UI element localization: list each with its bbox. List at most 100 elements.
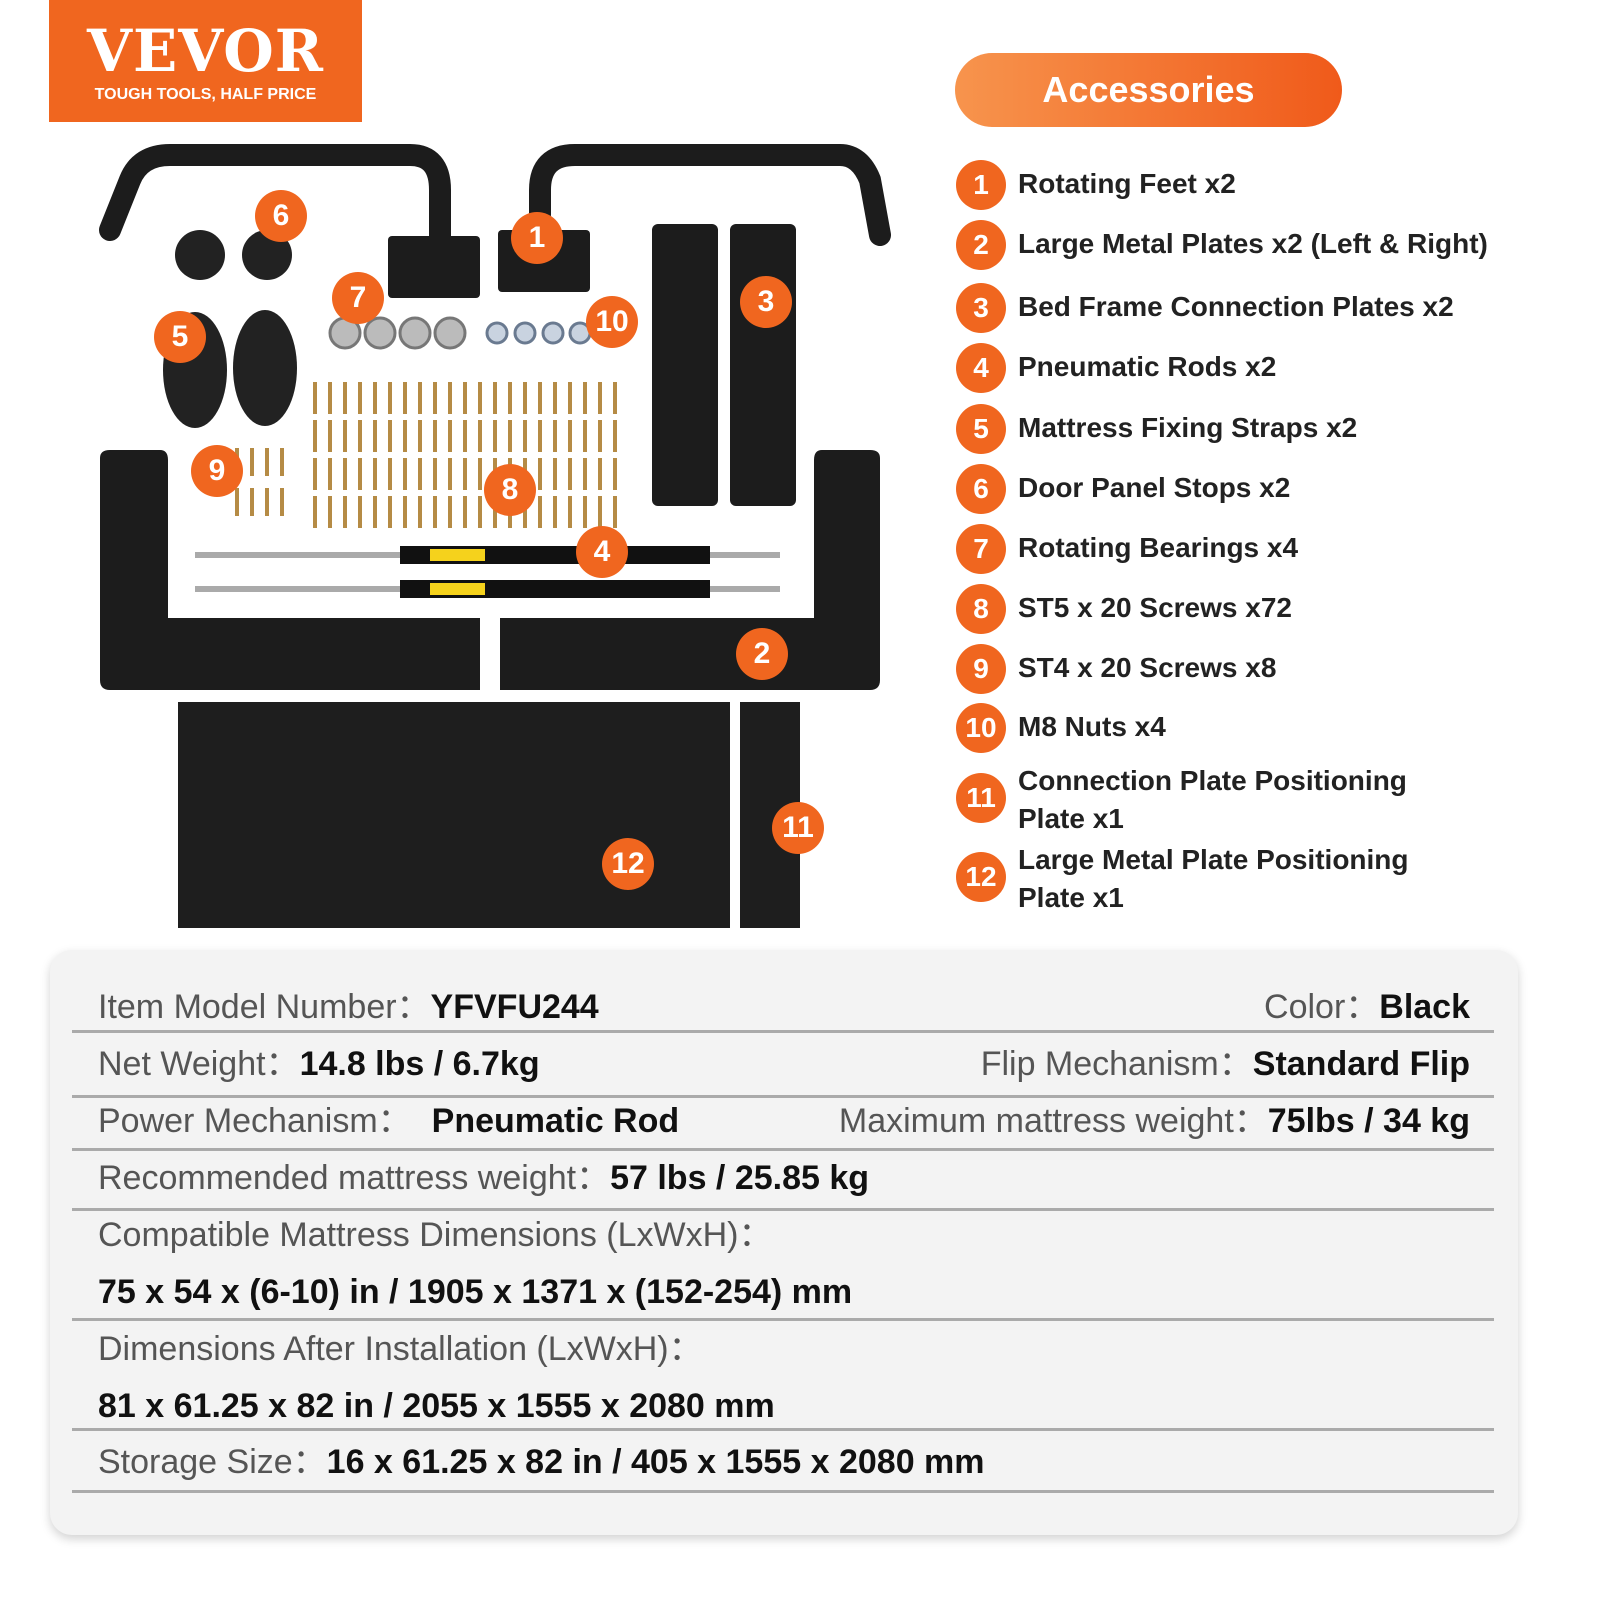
compat-value: 75 x 54 x (6-10) in / 1905 x 1371 x (152… — [98, 1273, 853, 1311]
spec-row: Compatible Mattress Dimensions (LxWxH)： 7… — [72, 1215, 1494, 1312]
after-label: Dimensions After Installation (LxWxH)： — [98, 1330, 703, 1368]
badge-1: 1 — [511, 212, 563, 264]
flip-label: Flip Mechanism： — [980, 1045, 1253, 1083]
accessory-label: Connection Plate Positioning Plate x1 — [1018, 765, 1407, 834]
accessory-item: 6 Door Panel Stops x2 — [956, 464, 1290, 514]
storage-value: 16 x 61.25 x 82 in / 405 x 1555 x 2080 m… — [326, 1443, 985, 1481]
badge-12: 12 — [602, 838, 654, 890]
connection-plate — [730, 224, 796, 506]
accessory-label: ST4 x 20 Screws x8 — [1018, 652, 1277, 683]
accessory-item: 7 Rotating Bearings x4 — [956, 524, 1298, 574]
large-plate-left — [100, 450, 480, 690]
large-positioning-plate — [178, 702, 730, 928]
nuts — [485, 321, 592, 345]
spec-row: Net Weight：14.8 lbs / 6.7kg Flip Mechanis… — [72, 1044, 1494, 1084]
storage-label: Storage Size： — [98, 1443, 327, 1481]
connection-plate — [652, 224, 718, 506]
max-weight-label: Maximum mattress weight： — [838, 1102, 1268, 1140]
accessory-item: 5 Mattress Fixing Straps x2 — [956, 404, 1357, 454]
divider — [72, 1148, 1494, 1151]
badge-7: 7 — [332, 272, 384, 324]
accessory-number: 10 — [956, 703, 1006, 753]
accessory-number: 4 — [956, 343, 1006, 393]
power-label: Power Mechanism： — [98, 1102, 412, 1140]
badge-2: 2 — [736, 628, 788, 680]
accessory-item: 1 Rotating Feet x2 — [956, 160, 1236, 210]
door-stop — [242, 230, 292, 280]
accessory-label: M8 Nuts x4 — [1018, 711, 1166, 742]
vevor-logo: VEVOR TOUGH TOOLS, HALF PRICE — [49, 0, 362, 122]
accessory-label: Pneumatic Rods x2 — [1018, 351, 1277, 382]
bearings — [328, 316, 467, 350]
rec-weight-value: 57 lbs / 25.85 kg — [610, 1159, 870, 1197]
accessories-title: Accessories — [955, 53, 1342, 127]
spec-row: Item Model Number：YFVFU244 Color：Black — [72, 987, 1494, 1027]
spec-panel — [50, 950, 1518, 1535]
badge-6: 6 — [255, 190, 307, 242]
weight-value: 14.8 lbs / 6.7kg — [299, 1045, 540, 1083]
accessory-item: 10 M8 Nuts x4 — [956, 703, 1166, 753]
flip-group: Flip Mechanism：Standard Flip — [981, 1044, 1470, 1084]
divider — [72, 1490, 1494, 1493]
accessory-number: 6 — [956, 464, 1006, 514]
logo-brand: VEVOR — [87, 17, 324, 85]
badge-8: 8 — [484, 464, 536, 516]
model-label: Item Model Number： — [98, 988, 431, 1026]
accessory-item: 3 Bed Frame Connection Plates x2 — [956, 283, 1454, 333]
model-value: YFVFU244 — [430, 988, 599, 1026]
accessory-number: 7 — [956, 524, 1006, 574]
after-value: 81 x 61.25 x 82 in / 2055 x 1555 x 2080 … — [98, 1387, 775, 1425]
pneumatic-rods — [195, 546, 780, 598]
accessory-item: 12 Large Metal Plate Positioning Plate x1 — [956, 836, 1438, 917]
accessory-number: 2 — [956, 220, 1006, 270]
accessory-number: 9 — [956, 644, 1006, 694]
large-plate-right — [500, 450, 880, 690]
badge-11: 11 — [772, 802, 824, 854]
accessory-item: 2 Large Metal Plates x2 (Left & Right) — [956, 220, 1488, 270]
accessory-item: 8 ST5 x 20 Screws x72 — [956, 584, 1292, 634]
accessory-label: Rotating Bearings x4 — [1018, 532, 1299, 563]
accessory-number: 8 — [956, 584, 1006, 634]
accessory-number: 5 — [956, 404, 1006, 454]
accessory-item: 4 Pneumatic Rods x2 — [956, 343, 1276, 393]
color-value: Black — [1379, 988, 1470, 1026]
accessory-item: 9 ST4 x 20 Screws x8 — [956, 644, 1276, 694]
spec-row: Recommended mattress weight：57 lbs / 25.… — [72, 1158, 1494, 1198]
color-label: Color： — [1264, 988, 1380, 1026]
spec-row: Power Mechanism： Pneumatic Rod Maximum mat… — [72, 1101, 1494, 1141]
max-weight-value: 75lbs / 34 kg — [1267, 1102, 1470, 1140]
compat-label: Compatible Mattress Dimensions (LxWxH)： — [98, 1216, 773, 1254]
accessory-label: ST5 x 20 Screws x72 — [1018, 592, 1292, 623]
accessory-label: Mattress Fixing Straps x2 — [1018, 412, 1358, 443]
strap — [233, 310, 297, 426]
accessory-number: 11 — [956, 772, 1006, 823]
accessory-label: Large Metal Plate Positioning Plate x1 — [1018, 844, 1409, 913]
max-weight-group: Maximum mattress weight：75lbs / 34 kg — [839, 1101, 1470, 1141]
screws — [235, 382, 617, 530]
accessory-number: 3 — [956, 283, 1006, 333]
accessory-label: Door Panel Stops x2 — [1018, 472, 1291, 503]
badge-5: 5 — [154, 311, 206, 363]
accessory-item: 11 Connection Plate Positioning Plate x1 — [956, 757, 1438, 838]
accessory-number: 1 — [956, 160, 1006, 210]
divider — [72, 1095, 1494, 1098]
rec-weight-label: Recommended mattress weight： — [98, 1159, 611, 1197]
badge-4: 4 — [576, 526, 628, 578]
flip-value: Standard Flip — [1252, 1045, 1470, 1083]
door-stop — [175, 230, 225, 280]
color-group: Color：Black — [1264, 987, 1470, 1027]
badge-9: 9 — [191, 445, 243, 497]
badge-10: 10 — [586, 296, 638, 348]
divider — [72, 1030, 1494, 1033]
rotating-feet-handles — [99, 144, 891, 281]
badge-3: 3 — [740, 276, 792, 328]
power-value: Pneumatic Rod — [431, 1102, 680, 1140]
accessory-label: Bed Frame Connection Plates x2 — [1018, 291, 1454, 322]
foot-bracket-right — [388, 236, 480, 298]
logo-tagline: TOUGH TOOLS, HALF PRICE — [94, 86, 317, 103]
accessory-label: Large Metal Plates x2 (Left & Right) — [1018, 228, 1488, 259]
divider — [72, 1318, 1494, 1321]
weight-label: Net Weight： — [98, 1045, 300, 1083]
divider — [72, 1428, 1494, 1431]
spec-row: Dimensions After Installation (LxWxH)： 81… — [72, 1329, 1494, 1426]
